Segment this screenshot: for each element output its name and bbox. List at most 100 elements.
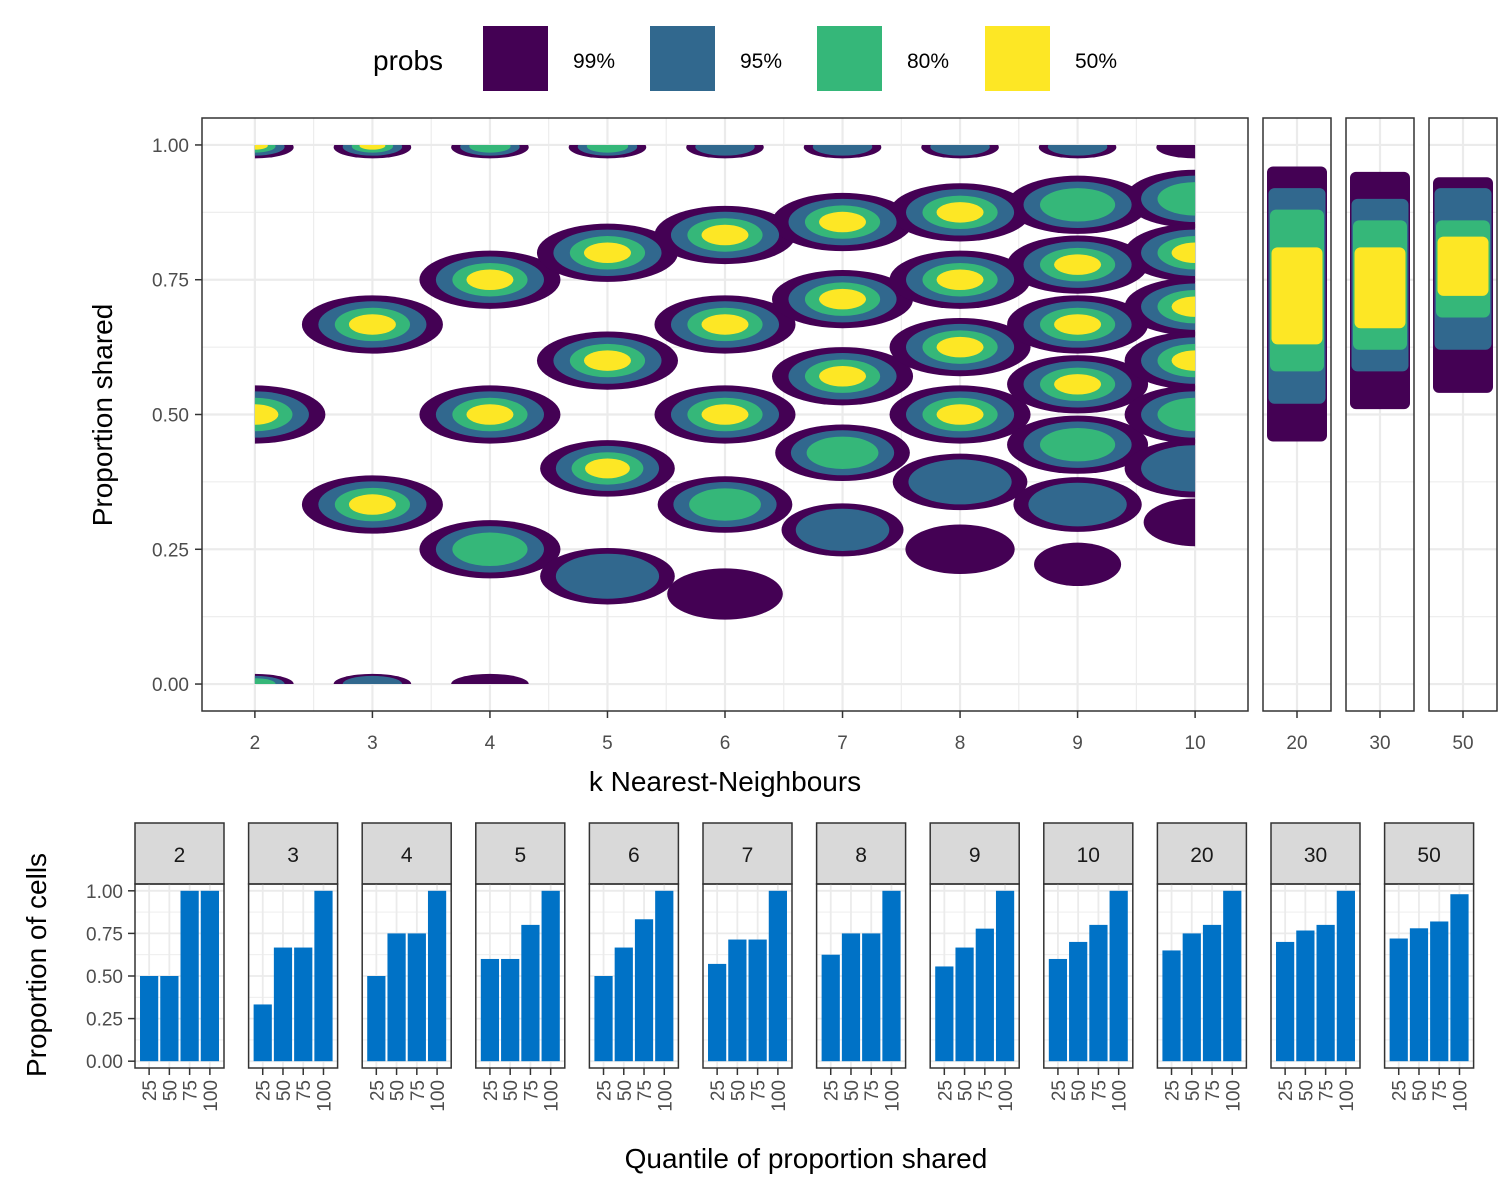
bar-x-tick-label: 75 <box>1430 1080 1451 1101</box>
facet-strip-label: 50 <box>1417 844 1440 867</box>
bar-x-tick-label: 100 <box>201 1080 222 1112</box>
bar <box>314 890 333 1062</box>
bar-x-tick-label: 75 <box>635 1080 656 1101</box>
contour-p99 <box>1156 144 1196 159</box>
facet-strip-label: 3 <box>287 844 299 867</box>
contour-p95 <box>812 144 873 156</box>
facet-strip <box>702 822 793 885</box>
contour-p50 <box>348 314 396 335</box>
y-tick-label: 1.00 <box>152 136 189 157</box>
bar-panel-border <box>247 883 339 1069</box>
bar <box>1109 890 1128 1062</box>
contour-p95 <box>795 508 890 551</box>
contour-p95 <box>1047 144 1108 156</box>
bar-panel-border <box>588 883 680 1069</box>
contour-p50 <box>254 404 279 425</box>
x-tick-label: 8 <box>955 733 966 754</box>
bar <box>821 954 840 1062</box>
facet-strip-label: 30 <box>1304 844 1327 867</box>
legend-title: probs <box>373 45 443 76</box>
contour-p50 <box>701 404 749 425</box>
bar-x-tick-label: 75 <box>1203 1080 1224 1101</box>
bar-x-tick-label: 25 <box>140 1080 161 1101</box>
bar <box>1223 890 1242 1062</box>
bar-x-tick-label: 50 <box>1069 1080 1090 1101</box>
contour-p50 <box>466 404 514 425</box>
bar-facet-9: 9 25 50 75 100 <box>929 822 1020 1112</box>
bar <box>955 947 974 1062</box>
contour-p95 <box>930 144 990 156</box>
contour-p50 <box>1171 350 1196 371</box>
x-tick-label: 5 <box>602 733 613 754</box>
bar <box>1069 941 1088 1062</box>
bar <box>140 976 159 1062</box>
bar <box>1336 890 1355 1062</box>
contour-p95 <box>1141 445 1196 492</box>
density-contours <box>254 144 1196 685</box>
bar <box>882 890 901 1062</box>
bar-facet-30: 30 25 50 75 100 <box>1270 822 1361 1112</box>
facet-strip <box>475 822 566 885</box>
bar-facet-5: 5 25 50 75 100 <box>475 822 566 1112</box>
bar <box>294 947 313 1062</box>
bar-panel-border <box>1043 883 1134 1069</box>
bar-x-tick-label: 75 <box>862 1080 883 1101</box>
x-tick-label: 9 <box>1072 733 1083 754</box>
bar-x-tick-label: 100 <box>769 1080 790 1112</box>
facet-strip-label: 10 <box>1077 844 1100 867</box>
bar <box>1296 930 1315 1062</box>
facet-strip-label: 6 <box>628 844 640 867</box>
bar <box>387 933 406 1062</box>
bar-x-tick-label: 75 <box>408 1080 429 1101</box>
contour-p95 <box>695 144 755 156</box>
facet-strip-label: 7 <box>742 844 754 867</box>
contour-p99 <box>667 568 783 620</box>
facet-strip-label: 4 <box>401 844 413 867</box>
bar-x-tick-label: 25 <box>708 1080 729 1101</box>
facet-strip <box>1383 822 1475 885</box>
bar <box>427 890 447 1062</box>
bar <box>935 966 954 1062</box>
contour-p80 <box>469 144 511 153</box>
x-tick-label: 4 <box>485 733 496 754</box>
contour-p50 <box>819 365 867 387</box>
legend-label-p50: 50% <box>1075 50 1117 73</box>
bar <box>708 963 727 1062</box>
side-density-p50 <box>1354 247 1406 329</box>
bar-x-tick-label: 100 <box>542 1080 563 1112</box>
contour-p50 <box>583 350 631 371</box>
y-tick-label: 0.75 <box>152 271 189 292</box>
x-tick-label: 3 <box>367 733 378 754</box>
x-tick-label: 30 <box>1369 733 1390 754</box>
contour-p50 <box>466 269 514 290</box>
contour-p80 <box>254 678 276 685</box>
bar-x-tick-label: 50 <box>956 1080 977 1101</box>
contour-p50 <box>936 269 984 290</box>
contour-p80 <box>689 488 761 521</box>
contour-p50 <box>359 144 386 150</box>
bar <box>1409 928 1429 1062</box>
bar <box>1389 938 1408 1062</box>
bar <box>975 928 994 1062</box>
bar-panel-border <box>815 883 907 1069</box>
bar-x-tick-label: 50 <box>1296 1080 1317 1101</box>
contour-p80 <box>452 532 528 566</box>
bar <box>768 890 787 1062</box>
contour-p50 <box>1054 374 1102 395</box>
contour-p50 <box>585 458 630 479</box>
bar-y-tick-label: 0.25 <box>86 1010 123 1031</box>
contour-p50 <box>1171 242 1196 264</box>
bar <box>1450 894 1469 1062</box>
contour-p95 <box>1028 482 1127 527</box>
bar-x-tick-label: 25 <box>367 1080 388 1101</box>
bar-x-tick-label: 100 <box>655 1080 676 1112</box>
bar-x-tick-label: 50 <box>501 1080 522 1101</box>
bar-x-tick-label: 100 <box>314 1080 335 1112</box>
bar-x-tick-label: 25 <box>1276 1080 1297 1101</box>
bar-x-tick-label: 25 <box>1049 1080 1070 1101</box>
facet-strip-label: 20 <box>1190 844 1213 867</box>
bar-x-tick-label: 50 <box>615 1080 636 1101</box>
bar-panel-border <box>1156 883 1248 1069</box>
bar-x-tick-label: 75 <box>521 1080 542 1101</box>
